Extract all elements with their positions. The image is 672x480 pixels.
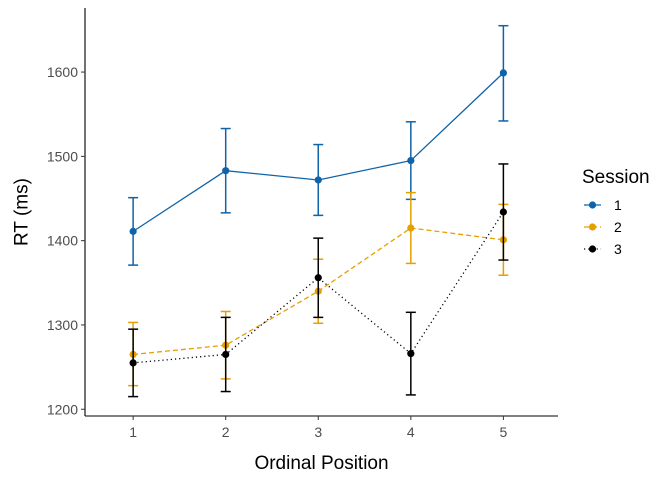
data-point bbox=[129, 227, 137, 235]
x-tick-label: 5 bbox=[499, 424, 507, 440]
y-tick-label: 1300 bbox=[47, 317, 78, 333]
data-point bbox=[222, 350, 230, 359]
legend-item: 1 bbox=[584, 197, 622, 213]
legend: Session 1 2 3 bbox=[582, 167, 650, 257]
y-tick-label: 1500 bbox=[47, 148, 78, 164]
x-tick-label: 3 bbox=[314, 424, 322, 440]
x-tick-label: 4 bbox=[407, 424, 415, 440]
x-tick-label: 1 bbox=[129, 424, 137, 440]
data-point bbox=[222, 167, 230, 175]
legend-key-point bbox=[588, 245, 597, 253]
y-tick-label: 1600 bbox=[47, 64, 78, 80]
y-tick-label: 1200 bbox=[47, 401, 78, 417]
series-3 bbox=[128, 163, 509, 398]
legend-item: 3 bbox=[584, 241, 622, 257]
x-axis-title: Ordinal Position bbox=[254, 453, 388, 474]
data-point bbox=[129, 359, 137, 367]
data-point bbox=[314, 176, 322, 184]
legend-key-point bbox=[588, 223, 597, 231]
x-axis-ticks: 1 2 3 4 5 bbox=[129, 416, 507, 440]
legend-label: 1 bbox=[614, 197, 622, 213]
data-point bbox=[499, 69, 507, 77]
data-point bbox=[407, 156, 415, 165]
legend-title: Session bbox=[582, 167, 650, 188]
legend-label: 2 bbox=[614, 219, 622, 235]
y-axis-title: RT (ms) bbox=[12, 178, 33, 246]
y-tick-label: 1400 bbox=[47, 233, 78, 249]
legend-label: 3 bbox=[614, 241, 622, 257]
series-1 bbox=[128, 24, 509, 266]
data-point bbox=[407, 224, 415, 232]
data-point bbox=[499, 208, 507, 216]
legend-key-point bbox=[588, 201, 597, 209]
legend-item: 2 bbox=[584, 219, 622, 235]
y-axis-ticks: 1200 1300 1400 1500 1600 bbox=[47, 64, 85, 417]
plot-area bbox=[128, 24, 509, 398]
data-point bbox=[407, 350, 415, 358]
data-point bbox=[314, 274, 322, 282]
x-tick-label: 2 bbox=[222, 424, 230, 440]
